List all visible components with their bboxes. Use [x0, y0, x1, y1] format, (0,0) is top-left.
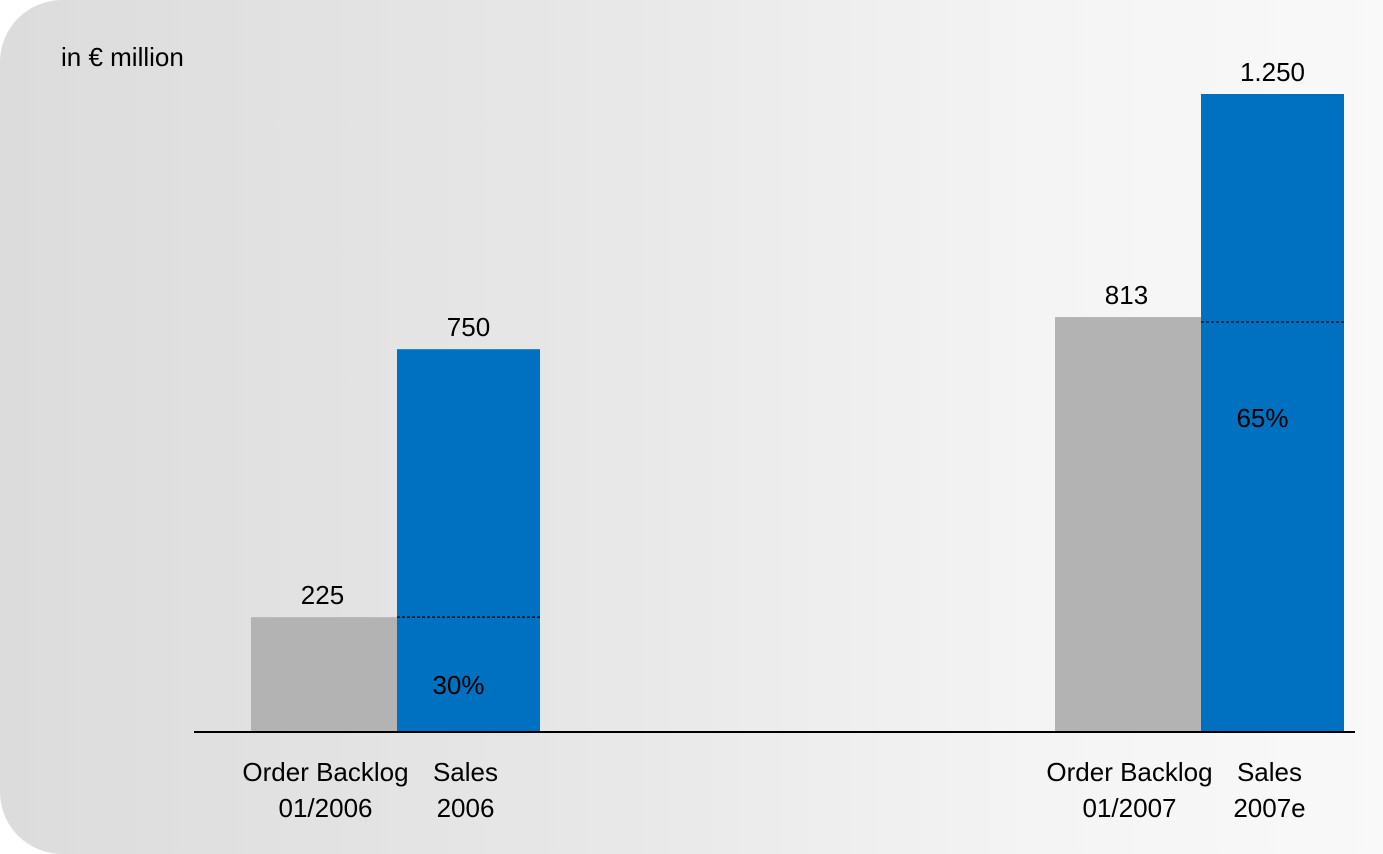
share-label: 30% — [432, 670, 484, 700]
category-label: Sales — [433, 757, 498, 787]
category-label: 2006 — [437, 793, 495, 823]
unit-label: in € million — [61, 42, 184, 72]
category-label: 01/2007 — [1083, 793, 1177, 823]
backlog-value-label: 225 — [301, 580, 344, 610]
sales-value-label: 750 — [447, 312, 490, 342]
category-label: 01/2006 — [279, 793, 373, 823]
sales-value-label: 1.250 — [1240, 57, 1305, 87]
category-label: Order Backlog — [1046, 757, 1212, 787]
sales-bar — [397, 349, 540, 732]
sales-bar — [1201, 94, 1344, 732]
category-label: Sales — [1237, 757, 1302, 787]
backlog-bar — [1055, 317, 1201, 732]
backlog-value-label: 813 — [1105, 280, 1148, 310]
backlog-bar — [251, 617, 397, 732]
category-label: Order Backlog — [242, 757, 408, 787]
category-label: 2007e — [1233, 793, 1305, 823]
share-label: 65% — [1236, 403, 1288, 433]
